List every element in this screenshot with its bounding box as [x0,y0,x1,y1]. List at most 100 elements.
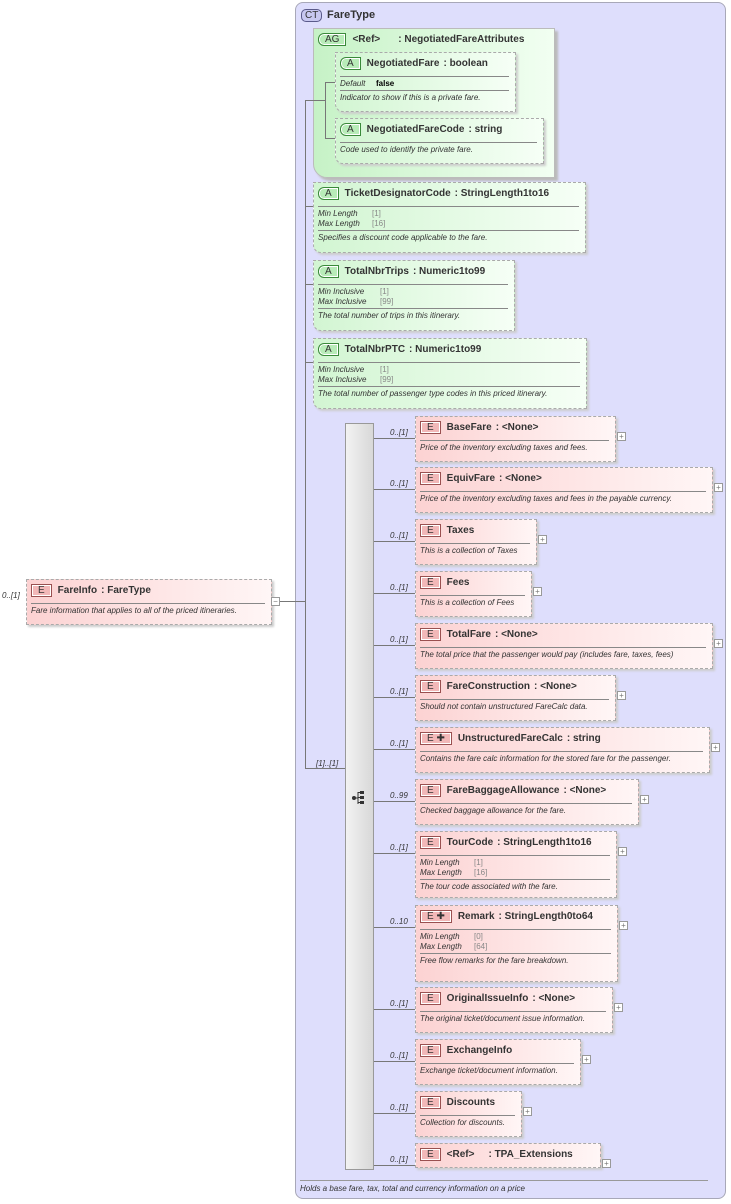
element-fareinfo[interactable]: E FareInfo: FareType Fare information that… [26,579,272,625]
type: <None> [540,681,577,692]
element-fareconstruction[interactable]: E FareConstruction: <None> Should not cont… [415,675,616,721]
header: E BaseFare: <None> [420,421,539,434]
root-cardinality: 0..[1] [2,591,20,600]
element-ref[interactable]: E <Ref>: TPA_Extensions [415,1143,601,1168]
type-separator: : [443,58,450,69]
description: Fare information that applies to all of … [31,606,237,615]
type: <None> [538,993,576,1004]
attribute-group-type: NegotiatedFareAttributes [404,34,525,45]
element-cardinality: 0..[1] [390,999,408,1008]
expand-button[interactable]: + [711,743,720,752]
element-badge: E ✚ [420,910,452,923]
facet-value: [1] [372,209,381,218]
element-badge: E ✚ [420,732,452,745]
type-separator: : [412,266,420,277]
attribute-totalnbrptc[interactable]: A TotalNbrPTC: Numeric1to99 Min Inclusive [… [313,338,587,409]
type-separator: : [497,837,504,848]
element-badge: E [420,1096,441,1109]
header: E EquivFare: <None> [420,472,542,485]
header: E Taxes [420,524,474,537]
attribute-negotiatedfarecode[interactable]: A NegotiatedFareCode: string Code used to … [335,118,544,164]
expand-button[interactable]: + [619,921,628,930]
element-cardinality: 0..[1] [390,1103,408,1112]
connector-line [325,138,335,139]
expand-button[interactable]: + [640,795,649,804]
description: The total number of passenger type codes… [318,389,548,398]
connector-line [325,82,326,138]
element-tourcode[interactable]: E TourCode: StringLength1to16 Min Length [1… [415,831,617,898]
expand-button[interactable]: + [614,1003,623,1012]
type: StringLength1to16 [460,188,550,199]
type-separator: : [499,473,506,484]
expand-button[interactable]: + [582,1055,591,1064]
expand-button[interactable]: + [617,691,626,700]
type: <None> [501,422,539,433]
name: TotalFare [446,629,491,640]
expand-button[interactable]: + [714,483,723,492]
header: E OriginalIssueInfo: <None> [420,992,575,1005]
element-taxes[interactable]: E Taxes This is a collection of Taxes [415,519,537,565]
attribute-negotiatedfare[interactable]: A NegotiatedFare: boolean Default false Indi… [335,52,516,112]
element-cardinality: 0..[1] [390,1051,408,1060]
expand-button[interactable]: + [533,587,542,596]
description: Code used to identify the private fare. [340,145,473,154]
type: StringLength0to64 [504,911,593,922]
name: OriginalIssueInfo [446,993,529,1004]
sequence-compositor[interactable] [345,423,374,1170]
expand-button[interactable]: + [617,432,626,441]
expand-button[interactable]: + [714,639,723,648]
description: The total number of trips in this itiner… [318,311,461,320]
facet-value: [1] [474,858,483,867]
attribute-ticketdesignatorcode[interactable]: A TicketDesignatorCode: StringLength1to16… [313,182,586,253]
attribute-badge: A [340,123,361,136]
element-farebaggageallowance[interactable]: E FareBaggageAllowance: <None> Checked bag… [415,779,639,825]
type-separator: : [488,1149,495,1160]
attribute-totalnbrtrips[interactable]: A TotalNbrTrips: Numeric1to99 Min Inclusiv… [313,260,515,331]
facet-value: [1] [380,287,389,296]
element-unstructuredfarecalc[interactable]: E ✚ UnstructuredFareCalc: string Contains … [415,727,710,773]
expand-button[interactable]: + [538,535,547,544]
facet-value: [0] [474,932,483,941]
divider [420,491,706,492]
expand-button[interactable]: + [618,847,627,856]
divider [420,543,530,544]
divider [300,1180,708,1181]
header: E FareInfo: FareType [31,584,151,597]
element-badge: E [420,992,441,1005]
attribute-badge: A [340,57,361,70]
header: A TicketDesignatorCode: StringLength1to16 [318,187,549,200]
element-equivfare[interactable]: E EquivFare: <None> Price of the inventory… [415,467,713,513]
connector-line [374,1061,415,1062]
attribute-group-ref: <Ref> [352,34,381,45]
divider [420,595,525,596]
facet-value: [99] [380,297,394,306]
connector-line [374,927,415,928]
name: Fees [446,577,470,588]
element-basefare[interactable]: E BaseFare: <None> Price of the inventory … [415,416,616,462]
element-exchangeinfo[interactable]: E ExchangeInfo Exchange ticket/document in… [415,1039,581,1085]
facet-value: [99] [380,375,394,384]
expand-button[interactable]: + [523,1107,532,1116]
element-remark[interactable]: E ✚ Remark: StringLength0to64 Min Length [0… [415,905,618,982]
element-fees[interactable]: E Fees This is a collection of Fees [415,571,532,617]
element-originalissueinfo[interactable]: E OriginalIssueInfo: <None> The original t… [415,987,613,1033]
type: string [572,733,601,744]
name: NegotiatedFareCode [366,124,465,135]
connector-line [374,853,415,854]
name: EquivFare [446,473,496,484]
header: E ✚ UnstructuredFareCalc: string [420,732,601,745]
attribute-badge: A [318,187,339,200]
expand-button[interactable]: + [602,1159,611,1168]
name: FareInfo [57,585,98,596]
facet-value: [1] [380,365,389,374]
divider [340,76,509,77]
type-separator: : [532,993,539,1004]
divider [420,1115,515,1116]
collapse-button[interactable]: − [271,597,280,606]
divider [318,386,580,387]
type: Numeric1to99 [419,266,486,277]
divider [318,308,508,309]
element-totalfare[interactable]: E TotalFare: <None> The total price that t… [415,623,713,669]
connector-line [374,489,415,490]
element-discounts[interactable]: E Discounts Collection for discounts. [415,1091,522,1137]
